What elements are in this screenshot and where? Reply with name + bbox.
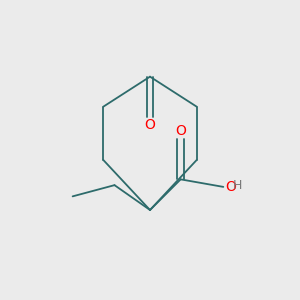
Text: H: H [232, 179, 242, 192]
Text: O: O [175, 124, 186, 138]
Text: O: O [145, 118, 155, 132]
Text: O: O [225, 180, 236, 194]
